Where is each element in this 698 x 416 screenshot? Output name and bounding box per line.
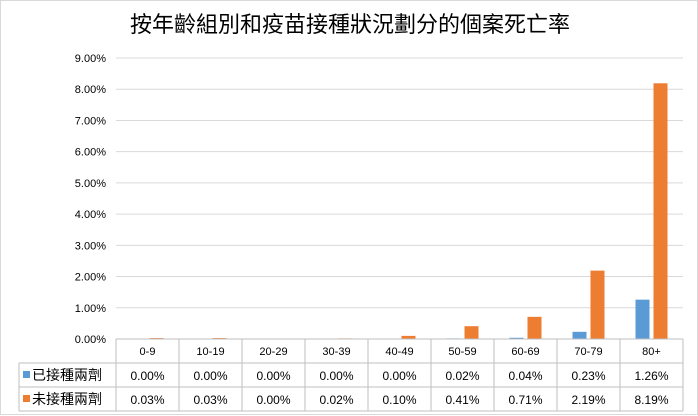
category-label: 70-79 bbox=[574, 346, 602, 358]
data-label: 0.03% bbox=[193, 393, 227, 407]
bar-vaccinated bbox=[572, 331, 587, 339]
y-tick-label: 0.00% bbox=[75, 334, 106, 346]
data-label: 1.26% bbox=[634, 369, 668, 383]
bar-unvaccinated bbox=[590, 270, 605, 339]
category-label: 80+ bbox=[642, 346, 661, 358]
y-tick-label: 7.00% bbox=[75, 115, 106, 127]
category-label: 10-19 bbox=[196, 346, 224, 358]
data-label: 0.41% bbox=[445, 393, 479, 407]
data-label: 0.23% bbox=[571, 369, 605, 383]
y-tick-label: 4.00% bbox=[75, 209, 106, 221]
data-label: 8.19% bbox=[634, 393, 668, 407]
data-label: 0.02% bbox=[319, 393, 353, 407]
y-tick-label: 5.00% bbox=[75, 178, 106, 190]
category-label: 40-49 bbox=[385, 346, 413, 358]
data-label: 0.00% bbox=[382, 369, 416, 383]
y-tick-label: 8.00% bbox=[75, 84, 106, 96]
data-label: 0.00% bbox=[256, 369, 290, 383]
y-tick-label: 1.00% bbox=[75, 303, 106, 315]
legend-label: 已接種兩劑 bbox=[32, 367, 102, 384]
data-label: 0.00% bbox=[319, 369, 353, 383]
data-label: 0.04% bbox=[508, 369, 542, 383]
bar-vaccinated bbox=[635, 299, 650, 339]
y-tick-label: 2.00% bbox=[75, 272, 106, 284]
data-label: 0.00% bbox=[256, 393, 290, 407]
y-tick-label: 6.00% bbox=[75, 147, 106, 159]
bar-unvaccinated bbox=[401, 335, 416, 339]
bar-vaccinated bbox=[509, 337, 524, 339]
bar-unvaccinated bbox=[464, 326, 479, 339]
bar-unvaccinated bbox=[527, 316, 542, 339]
data-label: 0.00% bbox=[130, 369, 164, 383]
legend-swatch bbox=[23, 371, 30, 378]
y-tick-label: 9.00% bbox=[75, 53, 106, 65]
category-label: 30-39 bbox=[322, 346, 350, 358]
category-label: 0-9 bbox=[140, 346, 156, 358]
category-label: 20-29 bbox=[259, 346, 287, 358]
chart-title: 按年齡組別和疫苗接種狀況劃分的個案死亡率 bbox=[129, 13, 570, 38]
data-label: 2.19% bbox=[571, 393, 605, 407]
bar-unvaccinated bbox=[653, 83, 668, 339]
data-label: 0.10% bbox=[382, 393, 416, 407]
data-label: 0.03% bbox=[130, 393, 164, 407]
data-label: 0.02% bbox=[445, 369, 479, 383]
category-label: 50-59 bbox=[448, 346, 476, 358]
category-label: 60-69 bbox=[511, 346, 539, 358]
data-label: 0.71% bbox=[508, 393, 542, 407]
legend-swatch bbox=[23, 395, 30, 402]
data-label: 0.00% bbox=[193, 369, 227, 383]
legend-label: 未接種兩劑 bbox=[32, 391, 102, 408]
y-tick-label: 3.00% bbox=[75, 240, 106, 252]
